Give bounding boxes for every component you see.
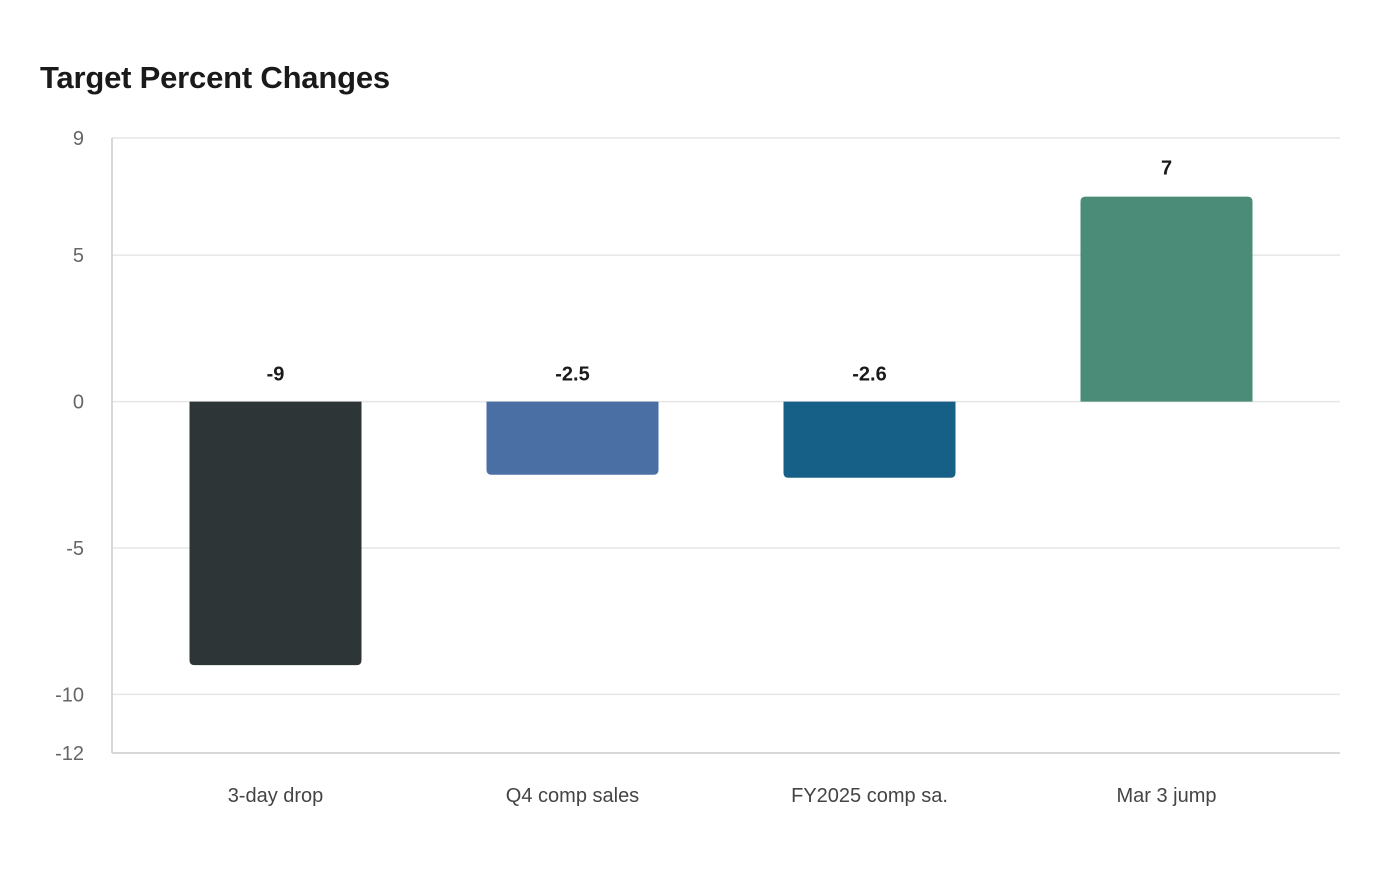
- value-label: -2.6: [852, 364, 886, 386]
- value-labels: -9 -2.5 -2.6 7: [267, 158, 1172, 386]
- category-label: Mar 3 jump: [1116, 785, 1216, 807]
- y-tick-label: -10: [55, 684, 84, 706]
- bar: [783, 401, 956, 478]
- bar: [486, 401, 659, 475]
- value-label: -9: [267, 364, 285, 386]
- bars: [189, 196, 1253, 666]
- y-axis-ticks: 9 5 0 -5 -10 -12: [55, 128, 84, 765]
- y-tick-label: -5: [66, 538, 84, 560]
- chart-title: Target Percent Changes: [40, 60, 390, 95]
- y-tick-label: -12: [55, 743, 84, 765]
- value-label: 7: [1161, 158, 1172, 180]
- category-label: 3-day drop: [228, 785, 324, 807]
- value-label: -2.5: [555, 364, 589, 386]
- category-labels: 3-day drop Q4 comp sales FY2025 comp sa. Ma…: [228, 785, 1217, 807]
- y-tick-label: 9: [73, 128, 84, 150]
- bar: [1080, 196, 1253, 402]
- y-tick-label: 5: [73, 245, 84, 267]
- category-label: Q4 comp sales: [506, 785, 639, 807]
- y-tick-label: 0: [73, 392, 84, 414]
- bar: [189, 401, 362, 666]
- axes: [111, 138, 1340, 754]
- category-label: FY2025 comp sa.: [791, 785, 948, 807]
